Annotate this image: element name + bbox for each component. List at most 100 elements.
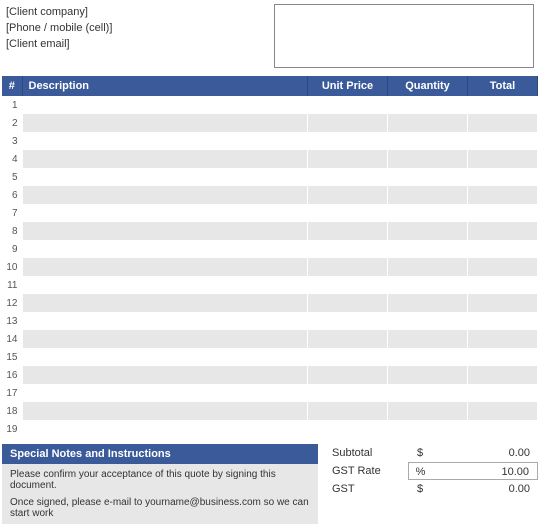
totals-gst-rate: GST Rate % 10.00 bbox=[328, 462, 538, 480]
cell[interactable] bbox=[308, 258, 388, 276]
cell[interactable] bbox=[388, 186, 468, 204]
cell[interactable] bbox=[308, 168, 388, 186]
row-number: 14 bbox=[2, 330, 22, 348]
cell[interactable] bbox=[22, 420, 308, 438]
notes-line: Once signed, please e-mail to yourname@b… bbox=[2, 494, 318, 522]
cell[interactable] bbox=[308, 132, 388, 150]
cell[interactable] bbox=[22, 222, 308, 240]
row-number: 4 bbox=[2, 150, 22, 168]
cell[interactable] bbox=[22, 330, 308, 348]
table-row: 6 bbox=[2, 186, 538, 204]
cell[interactable] bbox=[22, 150, 308, 168]
cell[interactable] bbox=[22, 402, 308, 420]
row-number: 17 bbox=[2, 384, 22, 402]
cell[interactable] bbox=[468, 258, 538, 276]
row-number: 16 bbox=[2, 366, 22, 384]
cell[interactable] bbox=[308, 96, 388, 114]
cell[interactable] bbox=[22, 258, 308, 276]
cell[interactable] bbox=[22, 348, 308, 366]
cell[interactable] bbox=[308, 402, 388, 420]
row-number: 6 bbox=[2, 186, 22, 204]
row-number: 19 bbox=[2, 420, 22, 438]
row-number: 12 bbox=[2, 294, 22, 312]
cell[interactable] bbox=[388, 258, 468, 276]
cell[interactable] bbox=[22, 168, 308, 186]
cell[interactable] bbox=[388, 114, 468, 132]
cell[interactable] bbox=[468, 240, 538, 258]
table-row: 17 bbox=[2, 384, 538, 402]
cell[interactable] bbox=[468, 312, 538, 330]
cell[interactable] bbox=[308, 276, 388, 294]
cell[interactable] bbox=[22, 240, 308, 258]
cell[interactable] bbox=[308, 186, 388, 204]
cell[interactable] bbox=[468, 222, 538, 240]
cell[interactable] bbox=[468, 348, 538, 366]
table-row: 15 bbox=[2, 348, 538, 366]
cell[interactable] bbox=[388, 222, 468, 240]
cell[interactable] bbox=[388, 276, 468, 294]
cell[interactable] bbox=[468, 150, 538, 168]
table-row: 16 bbox=[2, 366, 538, 384]
cell[interactable] bbox=[388, 150, 468, 168]
cell[interactable] bbox=[388, 168, 468, 186]
cell[interactable] bbox=[388, 204, 468, 222]
cell[interactable] bbox=[22, 312, 308, 330]
cell[interactable] bbox=[468, 168, 538, 186]
cell[interactable] bbox=[22, 276, 308, 294]
cell[interactable] bbox=[308, 330, 388, 348]
subtotal-value: 0.00 bbox=[432, 447, 538, 459]
cell[interactable] bbox=[308, 348, 388, 366]
cell[interactable] bbox=[388, 330, 468, 348]
cell[interactable] bbox=[308, 114, 388, 132]
cell[interactable] bbox=[388, 366, 468, 384]
cell[interactable] bbox=[308, 240, 388, 258]
totals-gst: GST $ 0.00 bbox=[328, 480, 538, 498]
cell[interactable] bbox=[22, 186, 308, 204]
row-number: 1 bbox=[2, 96, 22, 114]
cell[interactable] bbox=[308, 420, 388, 438]
cell[interactable] bbox=[22, 366, 308, 384]
cell[interactable] bbox=[468, 420, 538, 438]
table-row: 5 bbox=[2, 168, 538, 186]
cell[interactable] bbox=[468, 276, 538, 294]
cell[interactable] bbox=[22, 96, 308, 114]
cell[interactable] bbox=[388, 132, 468, 150]
cell[interactable] bbox=[468, 204, 538, 222]
table-row: 14 bbox=[2, 330, 538, 348]
cell[interactable] bbox=[468, 294, 538, 312]
cell[interactable] bbox=[468, 96, 538, 114]
cell[interactable] bbox=[468, 132, 538, 150]
cell[interactable] bbox=[468, 366, 538, 384]
cell[interactable] bbox=[308, 150, 388, 168]
cell[interactable] bbox=[308, 384, 388, 402]
cell[interactable] bbox=[308, 312, 388, 330]
cell[interactable] bbox=[22, 294, 308, 312]
cell[interactable] bbox=[468, 402, 538, 420]
cell[interactable] bbox=[468, 186, 538, 204]
cell[interactable] bbox=[308, 222, 388, 240]
cell[interactable] bbox=[388, 420, 468, 438]
cell[interactable] bbox=[388, 312, 468, 330]
gst-rate-value[interactable]: 10.00 bbox=[432, 462, 538, 480]
cell[interactable] bbox=[308, 294, 388, 312]
cell[interactable] bbox=[22, 384, 308, 402]
table-row: 4 bbox=[2, 150, 538, 168]
cell[interactable] bbox=[22, 132, 308, 150]
gst-rate-label: GST Rate bbox=[328, 465, 408, 477]
row-number: 10 bbox=[2, 258, 22, 276]
cell[interactable] bbox=[388, 240, 468, 258]
cell[interactable] bbox=[22, 204, 308, 222]
row-number: 13 bbox=[2, 312, 22, 330]
cell[interactable] bbox=[468, 330, 538, 348]
cell[interactable] bbox=[388, 96, 468, 114]
cell[interactable] bbox=[22, 114, 308, 132]
cell[interactable] bbox=[388, 348, 468, 366]
cell[interactable] bbox=[468, 114, 538, 132]
cell[interactable] bbox=[468, 384, 538, 402]
cell[interactable] bbox=[308, 366, 388, 384]
cell[interactable] bbox=[388, 402, 468, 420]
cell[interactable] bbox=[388, 294, 468, 312]
cell[interactable] bbox=[388, 384, 468, 402]
cell[interactable] bbox=[308, 204, 388, 222]
col-total: Total bbox=[468, 76, 538, 96]
